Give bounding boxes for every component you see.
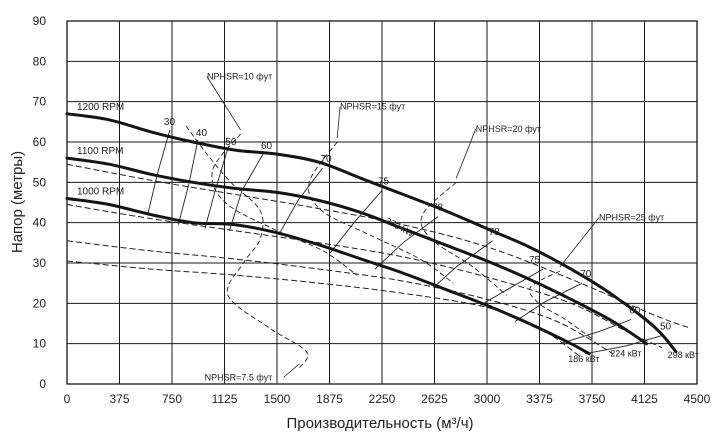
efficiency-label: 78 bbox=[489, 227, 501, 238]
head-curve bbox=[65, 112, 678, 354]
rpm-label: 1100 RPM bbox=[77, 146, 124, 157]
y-tick-label: 70 bbox=[33, 95, 47, 109]
efficiency-label: 75 bbox=[378, 176, 390, 187]
efficiency-line bbox=[228, 153, 264, 231]
efficiency-lines bbox=[147, 129, 663, 355]
efficiency-line bbox=[433, 240, 493, 288]
npshr-curve bbox=[211, 133, 358, 276]
rpm-label: 1000 RPM bbox=[77, 186, 124, 197]
x-tick-label: 1125 bbox=[212, 392, 238, 406]
x-axis-title: Производительность (м³/ч) bbox=[286, 415, 473, 432]
x-tick-label: 0 bbox=[64, 392, 71, 406]
power-label: 373 kW bbox=[384, 216, 416, 239]
efficiency-label: 70 bbox=[321, 154, 333, 165]
npshr-curve bbox=[185, 125, 309, 369]
efficiency-line bbox=[559, 319, 632, 345]
efficiency-label: 75 bbox=[529, 255, 541, 266]
x-tick-label: 3375 bbox=[526, 392, 553, 406]
npshr-leader bbox=[559, 217, 600, 268]
efficiency-label: 50 bbox=[660, 322, 672, 333]
efficiency-line bbox=[584, 335, 663, 355]
x-tick-label: 2625 bbox=[421, 392, 448, 406]
power-label: 224 кВт bbox=[610, 349, 641, 359]
power-label: 186 кВт bbox=[568, 354, 599, 364]
npshr-curve bbox=[420, 181, 507, 296]
npshr-label: NPHSR=7.5 фут bbox=[205, 372, 273, 382]
y-tick-label: 90 bbox=[33, 14, 47, 28]
y-tick-label: 0 bbox=[39, 377, 46, 391]
x-tick-label: 3750 bbox=[579, 392, 606, 406]
power-line bbox=[66, 240, 614, 355]
head-curve bbox=[65, 197, 591, 356]
npshr-label: NPHSR=10 фут bbox=[207, 71, 272, 81]
efficiency-label: 40 bbox=[196, 128, 208, 139]
npshr-leader bbox=[206, 76, 241, 131]
x-tick-label: 375 bbox=[109, 392, 129, 406]
x-tick-label: 1875 bbox=[316, 392, 343, 406]
power-lines bbox=[66, 163, 689, 357]
tick-labels: 0 375 750 1125 1500 1875 2250 2625 3000 3375 3750 4… bbox=[33, 14, 711, 406]
curve-labels: 373 kW 298 кВт 224 кВт 186 кВт NPHSR=10 фут N… bbox=[77, 71, 699, 382]
efficiency-line bbox=[279, 167, 323, 234]
efficiency-label: 60 bbox=[261, 141, 273, 152]
efficiency-line bbox=[329, 190, 383, 254]
y-axis-title: Напор (метры) bbox=[9, 151, 26, 253]
npshr-leader bbox=[455, 128, 477, 179]
x-tick-label: 4500 bbox=[684, 392, 711, 406]
x-tick-label: 2250 bbox=[369, 392, 396, 406]
y-tick-label: 20 bbox=[33, 296, 47, 310]
npshr-leader bbox=[283, 363, 300, 378]
npshr-label: NPHSR=20 фут bbox=[476, 124, 541, 134]
x-tick-label: 1500 bbox=[264, 392, 291, 406]
y-tick-label: 10 bbox=[33, 337, 47, 351]
efficiency-line bbox=[479, 268, 544, 306]
efficiency-label: 70 bbox=[580, 269, 592, 280]
npshr-label: NPHSR=25 фут bbox=[599, 213, 664, 223]
rpm-label: 1200 RPM bbox=[77, 102, 124, 113]
x-tick-label: 750 bbox=[162, 392, 182, 406]
x-tick-label: 3000 bbox=[474, 392, 501, 406]
power-label: 298 кВт bbox=[668, 350, 699, 360]
efficiency-label: 30 bbox=[164, 117, 176, 128]
head-curve bbox=[65, 156, 649, 346]
power-line bbox=[66, 260, 580, 357]
npshr-leader bbox=[336, 106, 341, 139]
npshr-label: NPHSR=15 фут bbox=[340, 102, 405, 112]
y-tick-label: 80 bbox=[33, 54, 47, 68]
efficiency-line bbox=[204, 149, 228, 229]
y-tick-label: 60 bbox=[33, 135, 47, 149]
efficiency-line bbox=[374, 216, 439, 270]
efficiency-label: 78 bbox=[432, 203, 444, 214]
npshr-curve bbox=[308, 141, 454, 284]
power-line bbox=[66, 204, 663, 349]
efficiency-line bbox=[514, 282, 583, 322]
x-tick-label: 4125 bbox=[631, 392, 658, 406]
y-tick-label: 40 bbox=[33, 216, 47, 230]
y-tick-label: 50 bbox=[33, 175, 47, 189]
head-curves bbox=[65, 112, 678, 356]
y-tick-label: 30 bbox=[33, 256, 47, 270]
grid bbox=[66, 20, 698, 385]
efficiency-label: 50 bbox=[225, 137, 237, 148]
efficiency-label: 60 bbox=[629, 305, 641, 316]
efficiency-line bbox=[177, 139, 199, 225]
